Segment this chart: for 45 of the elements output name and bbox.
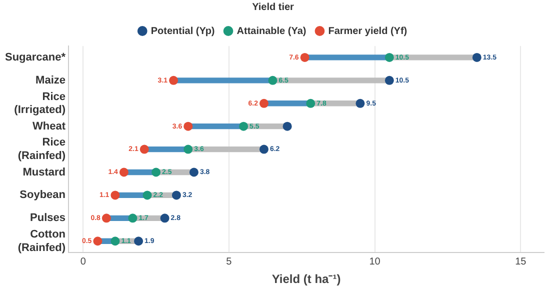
legend-title: Yield tier [252, 2, 294, 13]
point [134, 236, 144, 246]
point [259, 98, 268, 108]
point [102, 214, 111, 223]
point [259, 144, 268, 154]
x-tick-label: 10 [369, 256, 381, 268]
point [300, 52, 310, 62]
point [384, 76, 394, 85]
point [184, 122, 193, 131]
point [282, 122, 292, 131]
point [172, 190, 181, 200]
y-tick-label: Maize [36, 74, 66, 86]
point [152, 168, 161, 177]
y-tick-label: Cotton (Rainfed) [18, 228, 66, 254]
y-tick-label: Rice (Rainfed) [18, 136, 66, 162]
x-tick-label: 5 [226, 256, 232, 268]
x-tick-label: 0 [80, 256, 86, 268]
point [160, 214, 170, 223]
point [128, 214, 138, 223]
legend-label: Potential (Yp) [150, 26, 215, 37]
point [184, 144, 193, 154]
point [356, 98, 365, 108]
y-tick-label: Wheat [32, 120, 66, 132]
y-tick-label: Sugarcane* [4, 52, 66, 64]
y-tick-label: Mustard [22, 166, 66, 178]
point [384, 52, 394, 62]
point [140, 144, 149, 154]
point [110, 236, 120, 246]
x-axis-title: Yield (t ha⁻¹) [272, 272, 341, 286]
point [169, 76, 178, 85]
point [93, 236, 102, 246]
point [189, 168, 198, 177]
point [119, 168, 128, 177]
point [142, 190, 152, 200]
y-tick-label: Soybean [20, 189, 66, 202]
point [306, 98, 316, 108]
x-tick-label: 15 [515, 256, 527, 268]
legend-label: Farmer yield (Yf) [328, 26, 408, 37]
point [110, 190, 120, 200]
point [268, 76, 278, 85]
y-tick-label: Pulses [30, 212, 66, 224]
y-tick-label: Rice (Irrigated) [14, 90, 66, 116]
legend-label: Attainable (Ya) [236, 26, 306, 37]
point [239, 122, 248, 131]
point [472, 52, 482, 62]
